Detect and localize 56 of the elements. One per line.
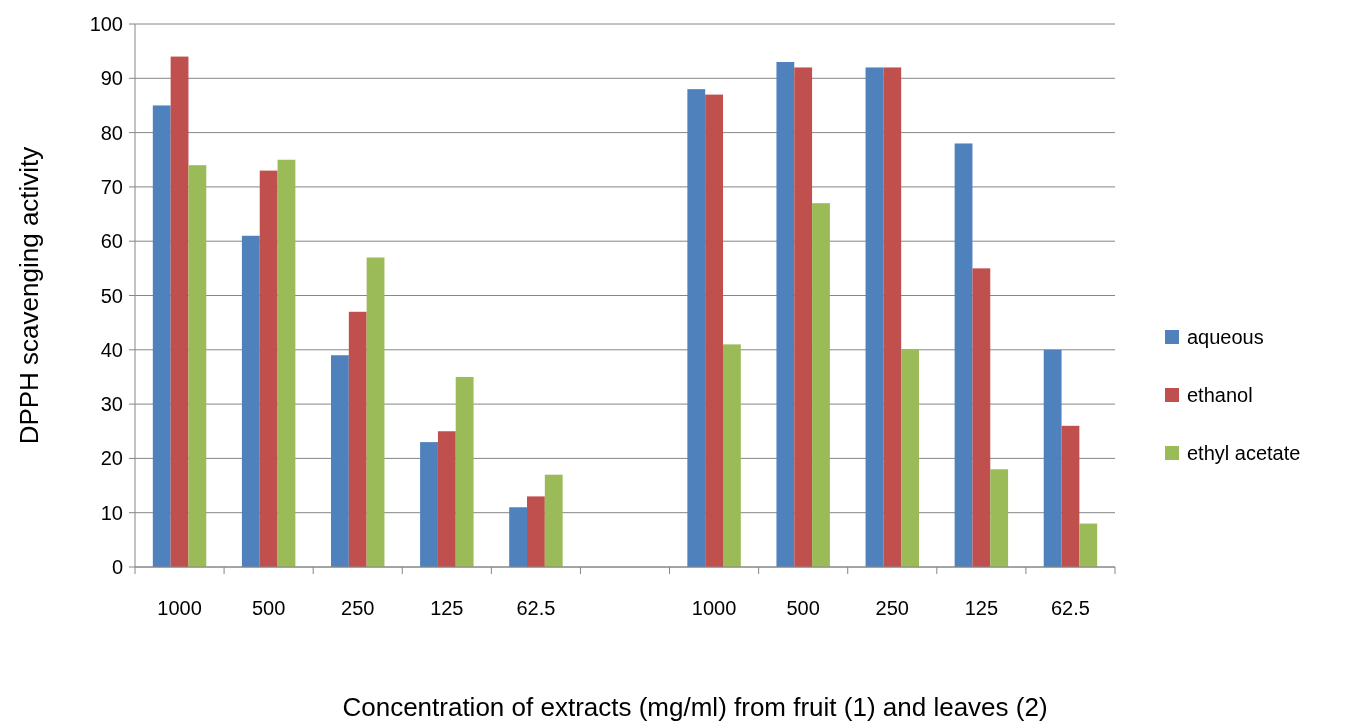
bar [901,349,919,567]
legend-label: aqueous [1187,326,1264,348]
legend-label: ethyl acetate [1187,442,1301,464]
bar [687,89,706,567]
bar [527,496,545,567]
y-tick-label: 10 [100,501,123,524]
bar [331,355,349,567]
bar [883,67,902,567]
bar [990,469,1009,567]
y-tick-label: 20 [100,447,123,470]
bar [1061,425,1080,567]
bar [1043,349,1062,567]
y-tick-label: 70 [100,175,123,198]
y-tick-label: 0 [111,556,123,578]
y-tick-label: 50 [100,284,123,307]
bar [455,376,474,567]
bar [348,311,367,567]
bar [420,442,438,567]
y-tick-label: 90 [100,67,123,90]
y-tick-label: 100 [89,13,123,35]
bar [437,431,456,567]
bar [812,203,830,567]
bar [170,56,189,567]
bar [705,94,723,567]
x-axis-title: Concentration of extracts (mg/ml) from fruit (1) and leaves (2) [342,692,1048,722]
bar [509,507,527,567]
bar [865,67,884,567]
x-tick-label: 250 [341,597,375,619]
legend-label: ethanol [1187,384,1253,406]
x-tick-label: 62.5 [516,597,556,619]
bar [794,67,813,567]
y-tick-label: 60 [100,230,123,253]
y-tick-label: 30 [100,393,123,416]
x-tick-label: 500 [786,597,820,619]
x-tick-label: 1000 [157,597,202,619]
x-tick-label: 125 [964,597,999,619]
y-axis-title: DPPH scavenging activity [14,146,44,445]
bar [1079,523,1098,567]
y-tick-label: 80 [100,121,123,144]
bar [259,170,278,567]
bar [972,268,991,567]
x-tick-label: 125 [430,597,464,619]
x-tick-label: 500 [251,597,286,619]
x-tick-label: 250 [875,597,909,619]
bar [954,143,973,567]
bar [544,474,563,567]
bar [152,105,171,567]
x-tick-label: 1000 [691,597,737,619]
bar [723,344,741,567]
bar [366,257,385,567]
bar [188,165,207,567]
bar [277,159,296,567]
bar [241,235,260,567]
bar [776,62,795,567]
y-tick-label: 40 [100,338,123,361]
x-tick-label: 62.5 [1050,597,1090,619]
